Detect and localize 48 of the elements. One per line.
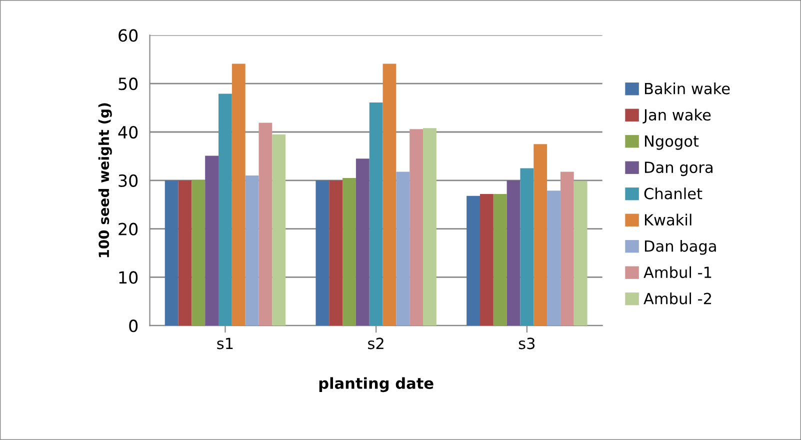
bar <box>410 129 423 326</box>
y-axis-title: 100 seed weight (g) <box>98 103 112 258</box>
y-tick-label: 0 <box>129 320 138 332</box>
bar <box>480 194 494 326</box>
bar <box>382 64 396 326</box>
bar <box>466 196 480 326</box>
bar <box>245 176 259 326</box>
bar <box>560 172 574 326</box>
legend-label: Bakin wake <box>644 82 730 94</box>
bar <box>232 64 246 326</box>
y-tick-label: 40 <box>118 126 138 139</box>
legend-label: Chanlet <box>644 188 702 200</box>
bar <box>369 102 383 326</box>
bar <box>493 194 507 326</box>
bar <box>272 134 286 326</box>
bar <box>342 178 356 326</box>
bar <box>164 180 178 326</box>
bar <box>423 128 436 326</box>
bar <box>356 158 370 326</box>
bar <box>192 180 206 326</box>
bar <box>547 190 560 326</box>
legend-label: Kwakil <box>644 214 692 226</box>
legend-label: Dan gora <box>644 162 712 176</box>
bar <box>218 94 232 326</box>
bar <box>520 168 534 326</box>
bar <box>258 122 272 326</box>
x-tick-label: s1 <box>217 338 233 350</box>
bar <box>574 180 588 326</box>
legend-label: Ngogot <box>644 136 699 150</box>
bar <box>316 180 330 326</box>
bar <box>506 180 520 326</box>
legend-label: Jan wake <box>642 108 711 124</box>
x-tick-label: s3 <box>518 338 535 350</box>
bar <box>534 144 548 326</box>
legend-label: Ambul -1 <box>644 266 712 278</box>
bar <box>205 156 219 326</box>
legend-label: Dan baga <box>644 240 716 255</box>
x-tick-label: s2 <box>368 338 384 350</box>
bar <box>329 180 343 326</box>
bar <box>396 172 410 326</box>
y-tick-label: 10 <box>119 271 138 284</box>
bar <box>178 180 192 326</box>
y-tick-label: 60 <box>118 29 138 42</box>
y-tick-label: 20 <box>118 222 138 236</box>
y-tick-label: 30 <box>118 174 138 187</box>
x-axis-title: planting date <box>319 377 434 392</box>
legend-label: Ambul -2 <box>644 292 712 304</box>
y-tick-label: 50 <box>118 78 138 90</box>
